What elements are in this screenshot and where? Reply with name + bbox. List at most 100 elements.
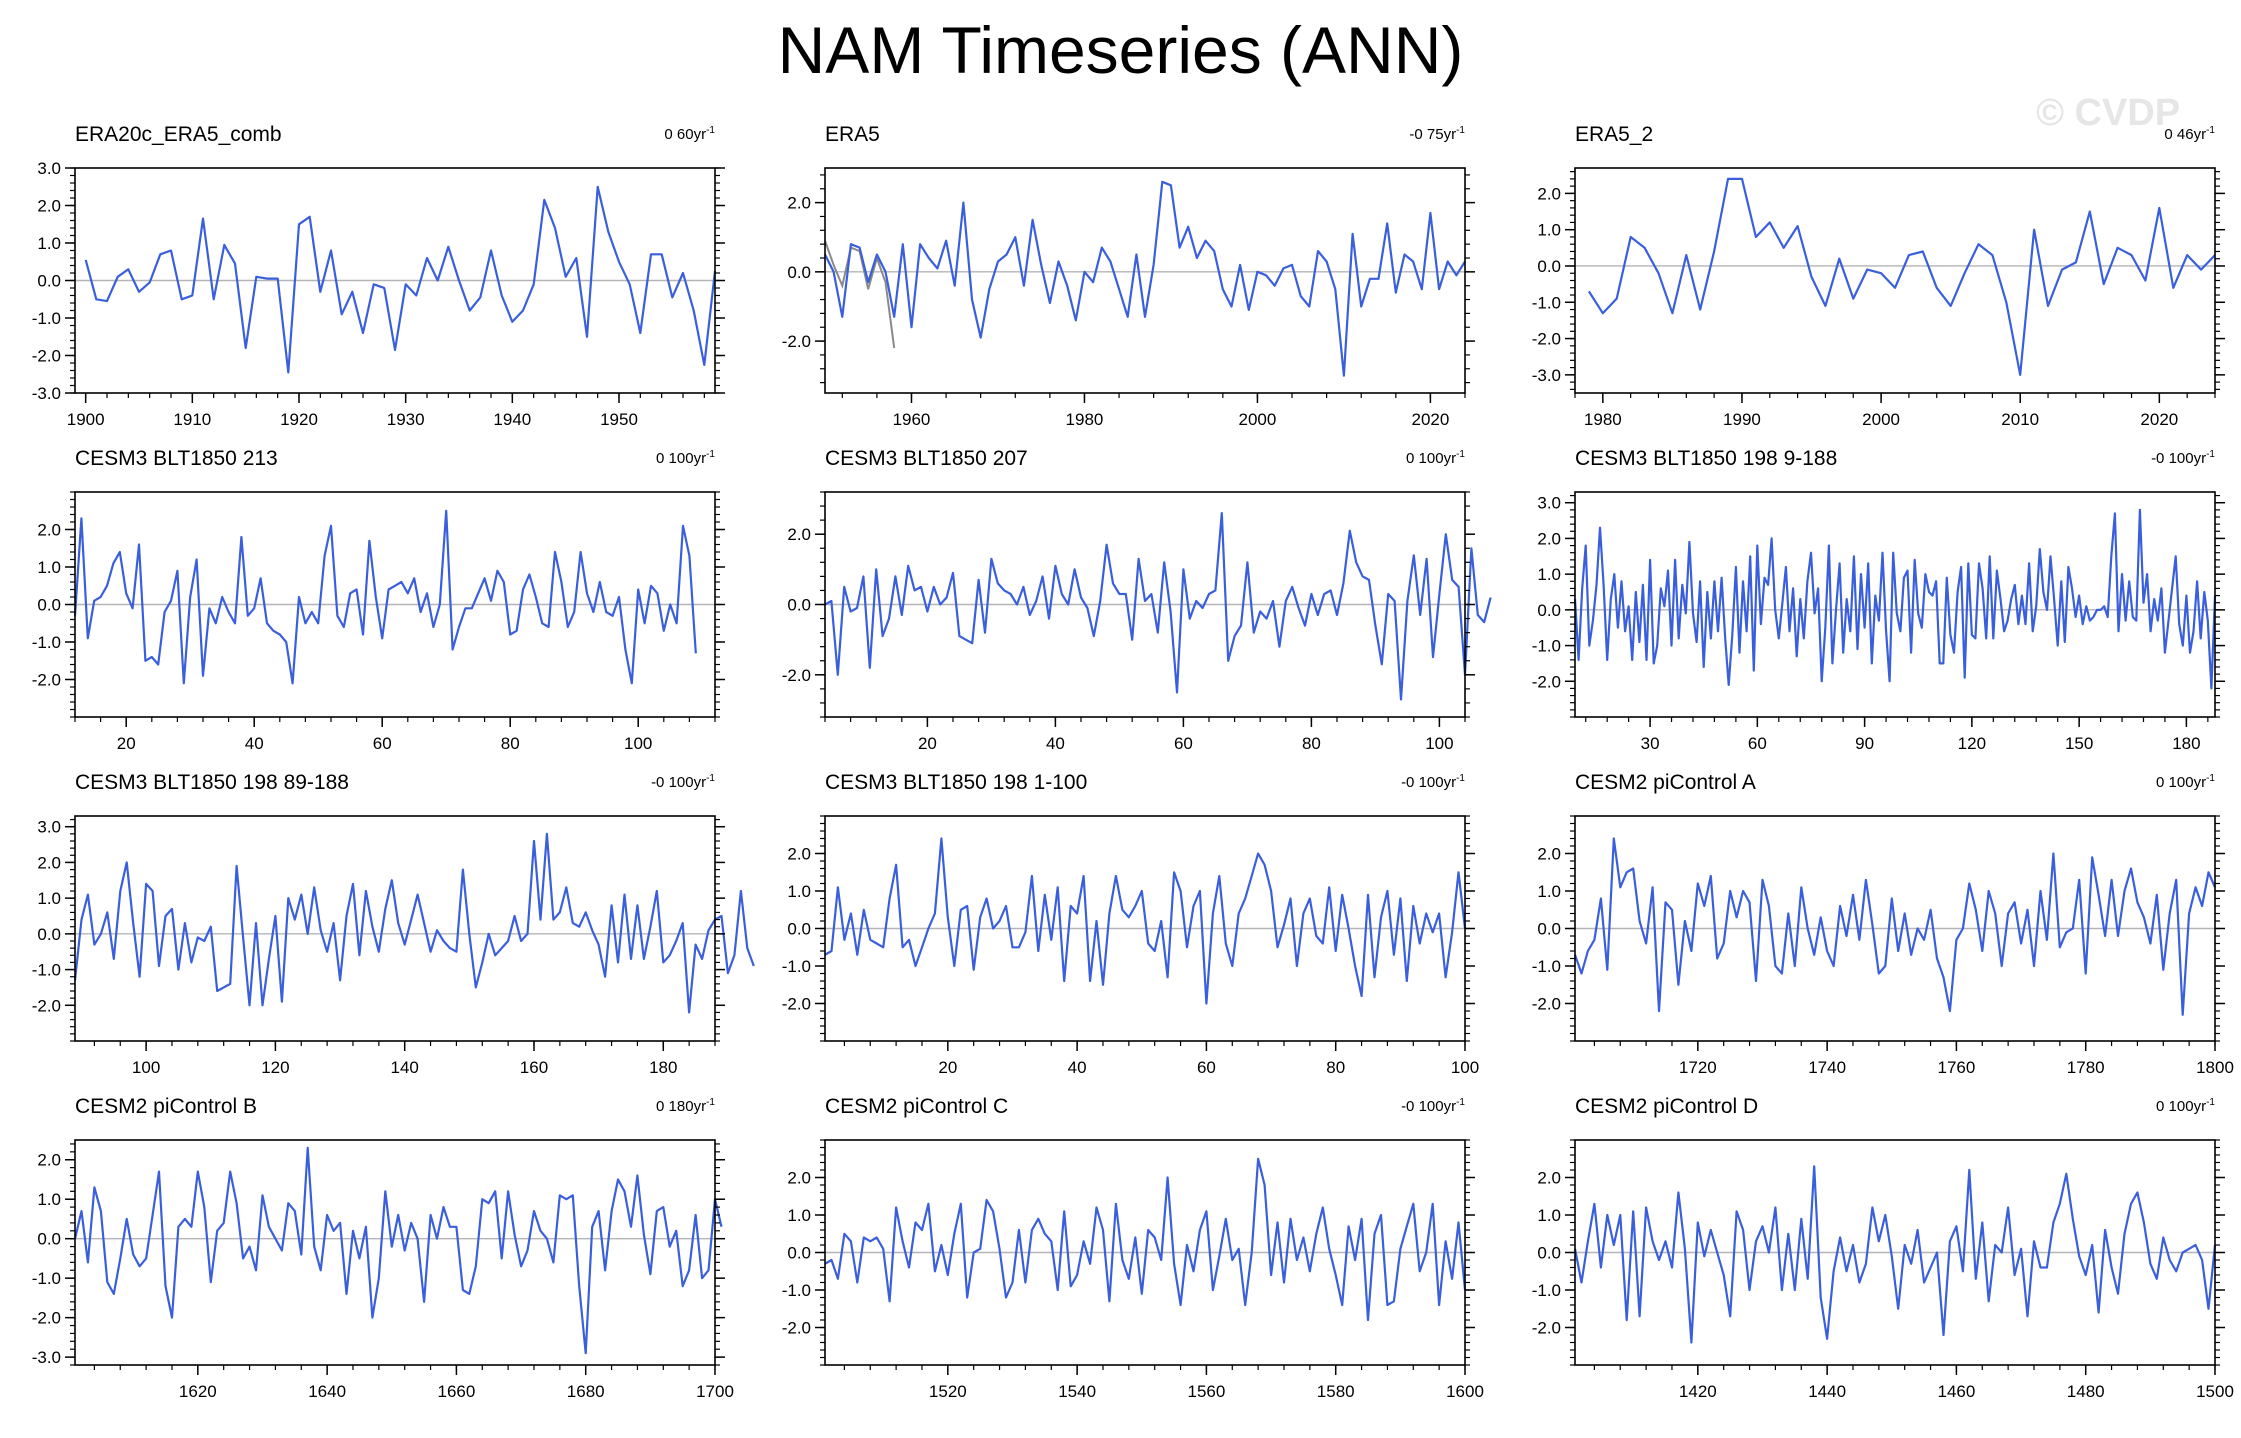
series-line [824, 837, 1467, 1005]
watermark: © CVDP [2036, 92, 2181, 134]
x-tick-label: 80 [501, 734, 520, 753]
chart-panel: -2.0 -1.0 0.0 1.0 2.0 1420 1440 1460 1480 1500 [1532, 1139, 2234, 1401]
y-tick-label: 1.0 [1537, 221, 1561, 240]
trend-label: 0 100yr-1 [1406, 449, 1465, 467]
trend-value: -0 75yr [1409, 126, 1457, 143]
trend-label: 0 180yr-1 [656, 1097, 715, 1115]
trend-value: -0 100yr [651, 774, 707, 791]
y-tick-label: -3.0 [32, 1348, 61, 1367]
trend-label: 0 100yr-1 [656, 449, 715, 467]
trend-unit-exponent: -1 [706, 773, 715, 784]
series-line [73, 832, 755, 1014]
y-tick-label: 1.0 [37, 1190, 61, 1209]
x-tick-label: 90 [1855, 734, 1874, 753]
x-tick-label: 2020 [1411, 410, 1449, 429]
x-tick-label: 1980 [1066, 410, 1104, 429]
series-line [84, 185, 717, 374]
page-title: NAM Timeseries (ANN) [777, 13, 1464, 87]
panel-title: ERA5_2 [1575, 123, 1654, 146]
y-tick-label: -1.0 [782, 957, 811, 976]
plot-frame [74, 815, 716, 1042]
y-tick-label: 1.0 [37, 889, 61, 908]
trend-label: 0 100yr-1 [2156, 773, 2215, 791]
panel-title: CESM2 piControl D [1575, 1095, 1759, 1118]
chart-panel: -3.0 -2.0 -1.0 0.0 1.0 2.0 1980 1990 2000 2010 202… [1532, 167, 2225, 429]
y-tick-label: 2.0 [37, 197, 61, 216]
trend-unit-exponent: -1 [2206, 125, 2215, 136]
y-tick-label: -1.0 [32, 961, 61, 980]
y-tick-label: -2.0 [1532, 995, 1561, 1014]
y-tick-label: 2.0 [1537, 529, 1561, 548]
x-tick-label: 120 [261, 1058, 289, 1077]
trend-unit-exponent: -1 [706, 125, 715, 136]
x-tick-label: 1520 [929, 1382, 967, 1401]
y-tick-label: 2.0 [787, 845, 811, 864]
trend-label: 0 60yr-1 [664, 125, 715, 143]
y-tick-label: 0.0 [1537, 601, 1561, 620]
trend-value: 0 180yr [656, 1098, 707, 1115]
y-tick-label: -2.0 [782, 995, 811, 1014]
y-tick-label: -1.0 [1532, 1281, 1561, 1300]
y-tick-label: -3.0 [32, 384, 61, 403]
x-tick-label: 1540 [1058, 1382, 1096, 1401]
trend-label: 0 100yr-1 [2156, 1097, 2215, 1115]
y-tick-label: -2.0 [32, 996, 61, 1015]
x-tick-label: 1760 [1938, 1058, 1976, 1077]
x-tick-label: 1940 [493, 410, 531, 429]
y-tick-label: 2.0 [787, 194, 811, 213]
series-line [824, 511, 1492, 701]
panel-title: ERA20c_ERA5_comb [75, 123, 282, 146]
series-line [824, 180, 1466, 377]
y-tick-label: -1.0 [32, 1269, 61, 1288]
y-tick-label: -2.0 [1532, 330, 1561, 349]
chart-panel: -2.0 0.0 2.0 1960 1980 2000 2020 [782, 167, 1475, 429]
x-tick-label: 20 [938, 1058, 957, 1077]
x-tick-label: 1580 [1317, 1382, 1355, 1401]
y-tick-label: 1.0 [37, 558, 61, 577]
y-tick-label: -2.0 [782, 332, 811, 351]
trend-unit-exponent: -1 [1456, 1097, 1465, 1108]
y-tick-label: 0.0 [37, 272, 61, 291]
trend-label: -0 100yr-1 [2151, 449, 2215, 467]
x-tick-label: 1980 [1584, 410, 1622, 429]
panel-title: CESM2 piControl B [75, 1095, 258, 1118]
x-tick-label: 2000 [1862, 410, 1900, 429]
y-tick-label: 0.0 [1537, 920, 1561, 939]
x-tick-label: 20 [918, 734, 937, 753]
trend-value: 0 100yr [656, 450, 707, 467]
y-tick-label: 2.0 [37, 521, 61, 540]
y-tick-label: 3.0 [37, 818, 61, 837]
x-tick-label: 60 [1174, 734, 1193, 753]
x-tick-label: 1720 [1679, 1058, 1717, 1077]
x-tick-label: 1660 [438, 1382, 476, 1401]
x-tick-label: 1700 [696, 1382, 734, 1401]
x-tick-label: 1420 [1679, 1382, 1717, 1401]
y-tick-label: 1.0 [787, 1206, 811, 1225]
y-tick-label: -2.0 [32, 347, 61, 366]
y-tick-label: 0.0 [787, 596, 811, 615]
x-tick-label: 1910 [173, 410, 211, 429]
chart-panel: -2.0 -1.0 0.0 1.0 2.0 1720 1740 1760 1780 1800 [1532, 815, 2234, 1077]
y-tick-label: -1.0 [782, 1281, 811, 1300]
trend-unit-exponent: -1 [1456, 125, 1465, 136]
x-tick-label: 30 [1641, 734, 1660, 753]
x-tick-label: 1990 [1723, 410, 1761, 429]
x-tick-label: 1680 [567, 1382, 605, 1401]
panel-title: CESM3 BLT1850 207 [825, 447, 1028, 470]
y-tick-label: 0.0 [37, 925, 61, 944]
chart-panel: -2.0 -1.0 0.0 1.0 2.0 20 40 60 80 100 [782, 815, 1479, 1077]
x-tick-label: 180 [649, 1058, 677, 1077]
trend-unit-exponent: -1 [2206, 773, 2215, 784]
trend-value: -0 100yr [1401, 1098, 1457, 1115]
y-tick-label: 1.0 [1537, 565, 1561, 584]
x-tick-label: 1900 [67, 410, 105, 429]
x-tick-label: 1600 [1446, 1382, 1484, 1401]
trend-unit-exponent: -1 [706, 449, 715, 460]
series-line [1573, 837, 2217, 1016]
x-tick-label: 1440 [1808, 1382, 1846, 1401]
series-line [824, 1157, 1467, 1322]
x-tick-label: 40 [245, 734, 264, 753]
x-tick-label: 160 [520, 1058, 548, 1077]
trend-unit-exponent: -1 [706, 1097, 715, 1108]
